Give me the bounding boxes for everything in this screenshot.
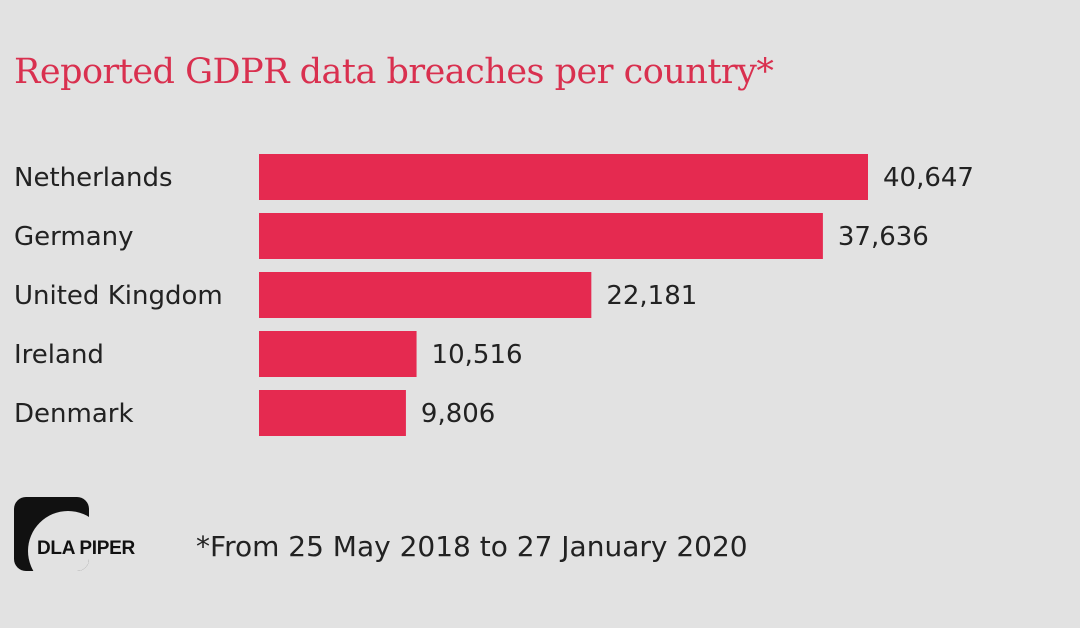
value-label: 37,636 [838, 222, 929, 252]
category-label: Ireland [14, 340, 104, 370]
value-label: 40,647 [883, 163, 974, 193]
bar-germany [259, 213, 823, 259]
category-label: Netherlands [14, 163, 173, 193]
value-label: 10,516 [432, 340, 523, 370]
chart-title: Reported GDPR data breaches per country* [14, 52, 774, 92]
category-label: Germany [14, 222, 134, 252]
logo-text: DLA PIPER [37, 538, 135, 559]
value-label: 9,806 [421, 399, 495, 429]
bar-netherlands [259, 154, 868, 200]
category-label: Denmark [14, 399, 134, 429]
dla-piper-logo: DLA PIPER [14, 497, 144, 573]
logo-mark [14, 497, 89, 571]
bar-denmark [259, 390, 406, 436]
category-label: United Kingdom [14, 281, 223, 311]
bar-ireland [259, 331, 417, 377]
value-label: 22,181 [606, 281, 697, 311]
footnote: *From 25 May 2018 to 27 January 2020 [196, 530, 748, 563]
bar-chart: Netherlands 40,647 Germany 37,636 United Kin… [14, 154, 974, 436]
bar-united-kingdom [259, 272, 592, 318]
